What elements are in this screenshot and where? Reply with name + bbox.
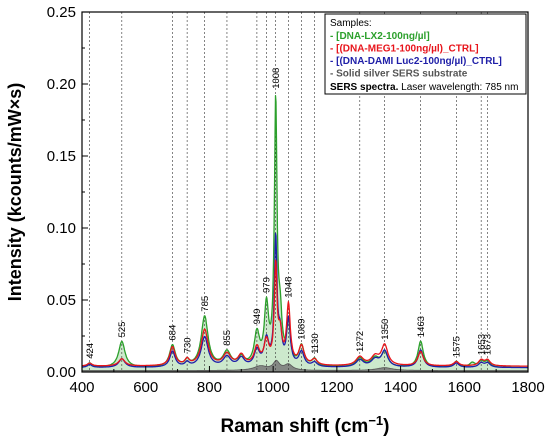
x-axis-label: Raman shift (cm−1) xyxy=(221,413,390,437)
y-tick-label: 0.00 xyxy=(47,364,76,381)
series-line-1 xyxy=(82,259,528,367)
legend-heading: Samples: xyxy=(330,18,372,29)
y-tick-label: 0.15 xyxy=(47,148,76,165)
peak-label: 1048 xyxy=(284,277,295,298)
x-tick-label: 800 xyxy=(197,379,222,396)
y-tick-label: 0.10 xyxy=(47,220,76,237)
peak-label: 424 xyxy=(85,343,96,359)
peak-label: 684 xyxy=(168,325,179,341)
x-tick-label: 1400 xyxy=(384,379,417,396)
x-tick-label: 1600 xyxy=(448,379,481,396)
peak-label: 1653 xyxy=(476,334,487,355)
x-tick-label: 1000 xyxy=(256,379,289,396)
peak-label: 785 xyxy=(200,296,211,312)
peak-label: 1008 xyxy=(271,68,282,89)
peak-label: 525 xyxy=(117,322,128,338)
peak-label: 1575 xyxy=(452,336,463,357)
series-line-2 xyxy=(82,232,528,369)
y-tick-label: 0.05 xyxy=(47,292,76,309)
legend-box xyxy=(324,13,527,95)
peak-label: 1089 xyxy=(297,319,308,340)
peak-label: 1130 xyxy=(310,333,321,353)
peak-label: 1463 xyxy=(416,316,427,337)
peak-label: 730 xyxy=(182,337,193,353)
y-tick-label: 0.25 xyxy=(47,4,76,21)
peak-label: 979 xyxy=(262,277,273,293)
series-lines xyxy=(82,95,528,371)
y-axis-label: Intensity (kcounts/mW×s) xyxy=(5,83,25,302)
legend-entry: - Solid silver SERS substrate xyxy=(330,69,468,80)
x-tick-label: 400 xyxy=(69,379,94,396)
peak-label: 1350 xyxy=(380,319,391,340)
peak-label: 949 xyxy=(252,309,263,325)
y-tick-label: 0.20 xyxy=(47,76,76,93)
peak-label: 1673 xyxy=(483,334,494,355)
legend-entry: - [DNA-LX2-100ng/µl] xyxy=(330,31,430,42)
legend-entry: - [(DNA-MEG1-100ng/µl)_CTRL] xyxy=(330,44,479,55)
legend-note: SERS spectra. Laser wavelength: 785 nm xyxy=(330,82,518,93)
peak-label: 855 xyxy=(222,330,233,346)
x-tick-label: 600 xyxy=(133,379,158,396)
peak-label: 1272 xyxy=(355,331,366,352)
x-tick-label: 1200 xyxy=(320,379,353,396)
x-tick-label: 1800 xyxy=(511,379,544,396)
legend-entry: - [(DNA-DAMI Luc2-100ng/µl)_CTRL] xyxy=(330,56,502,67)
